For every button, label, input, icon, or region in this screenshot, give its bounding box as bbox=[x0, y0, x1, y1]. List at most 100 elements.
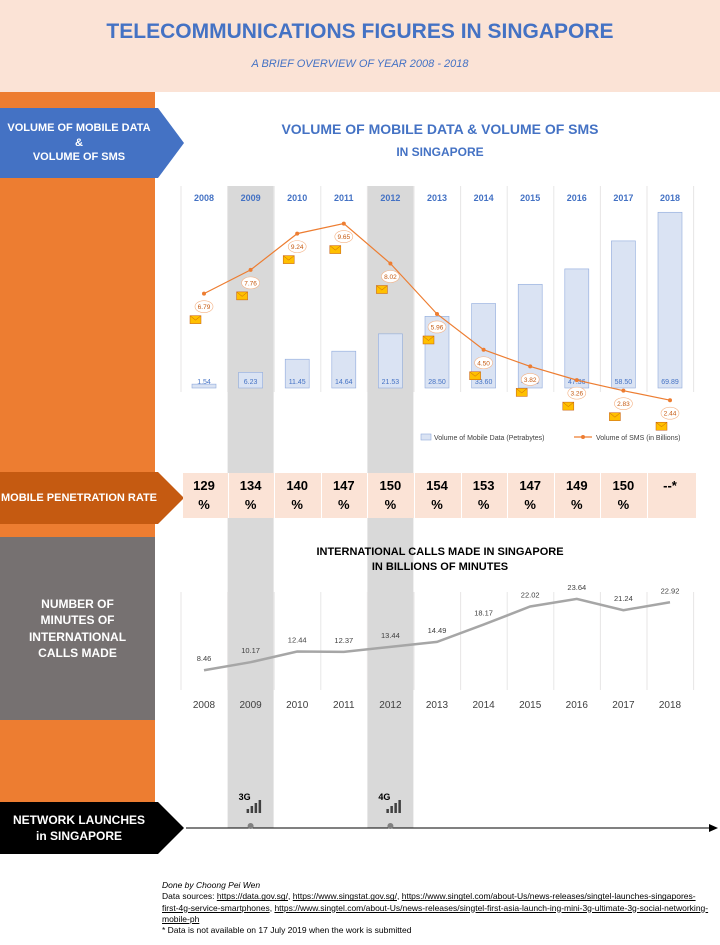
mobile-data-bar-2015 bbox=[517, 283, 543, 389]
network-label-arrow-icon bbox=[158, 802, 184, 854]
intl-calls-value-2008: 8.46 bbox=[197, 654, 212, 663]
mobile-year-label-2009: 2009 bbox=[241, 193, 261, 203]
intl-calls-value-2009: 10.17 bbox=[241, 646, 260, 655]
sms-point-2008 bbox=[202, 291, 206, 296]
penetration-unit: % bbox=[431, 496, 443, 512]
penetration-separator bbox=[460, 473, 462, 518]
header-banner: TELECOMMUNICATIONS FIGURES IN SINGAPORE … bbox=[0, 0, 720, 92]
section-label-penetration-text: MOBILE PENETRATION RATE bbox=[0, 491, 158, 504]
mobile-year-label-2008: 2008 bbox=[194, 193, 214, 203]
penetration-cell-2008: 129% bbox=[181, 473, 227, 518]
penetration-separator bbox=[274, 473, 276, 518]
penetration-unit: % bbox=[524, 496, 536, 512]
sms-label-bubble bbox=[614, 397, 633, 410]
mobile-year-label-2015: 2015 bbox=[520, 193, 540, 203]
source-link-singstat[interactable]: https://www.singstat.gov.sg/ bbox=[292, 891, 397, 902]
envelope-flap-icon bbox=[609, 412, 621, 418]
sms-badge-2008: 6.79 bbox=[189, 300, 214, 324]
penetration-separator bbox=[507, 473, 509, 518]
sms-point-2011 bbox=[341, 221, 346, 226]
intl-calls-line bbox=[203, 597, 671, 672]
penetration-separator bbox=[553, 473, 555, 518]
mobile-data-value-2009: 6.23 bbox=[244, 379, 258, 386]
signal-bars-icon bbox=[386, 809, 389, 813]
signal-bars-icon bbox=[390, 806, 393, 813]
timeline-arrow-icon bbox=[709, 824, 718, 832]
envelope-flap-icon bbox=[562, 401, 574, 407]
envelope-icon bbox=[376, 285, 388, 294]
credits-sources-prefix: Data sources: bbox=[162, 891, 217, 902]
sms-badge-2014: 4.50 bbox=[469, 356, 493, 380]
signal-bars-icon bbox=[394, 803, 397, 813]
intl-calls-value-2010: 12.44 bbox=[288, 636, 307, 645]
envelope-icon bbox=[469, 371, 481, 380]
penetration-cell-2016: 149% bbox=[554, 473, 600, 518]
sms-badge-2011: 9.65 bbox=[329, 230, 354, 254]
intl-calls-value-2014: 18.17 bbox=[474, 609, 493, 618]
penetration-value: 154 bbox=[426, 478, 448, 493]
mobile-year-label-2018: 2018 bbox=[660, 193, 680, 203]
mobile-data-label-arrow-icon bbox=[158, 108, 184, 178]
penetration-cell-2018: --* bbox=[647, 473, 693, 518]
intl-year-label-2014: 2014 bbox=[472, 700, 495, 711]
sms-badge-2012: 8.02 bbox=[376, 270, 400, 294]
penetration-unit: % bbox=[198, 496, 210, 512]
mobile-data-bar-2008 bbox=[191, 383, 217, 389]
penetration-unit: % bbox=[338, 496, 350, 512]
intl-calls-value-2017: 21.24 bbox=[614, 594, 633, 603]
mobile-data-value-2013: 28.50 bbox=[428, 379, 446, 386]
intl-year-label-2017: 2017 bbox=[612, 700, 635, 711]
penetration-value: 147 bbox=[332, 478, 355, 493]
credits: Done by Choong Pei Wen Data sources: htt… bbox=[162, 880, 712, 936]
network-launch-2012: 4G bbox=[378, 792, 401, 829]
mobile-data-bar-2012 bbox=[378, 333, 403, 389]
legend-swatch-mobile-data bbox=[420, 433, 432, 441]
penetration-table: 129% 134% 140% 147% 150% 154% 153% 147% 149% 150%… bbox=[183, 473, 696, 518]
legend-label-mobile-data: Volume of Mobile Data (Petrabytes) bbox=[434, 435, 545, 442]
envelope-icon bbox=[329, 245, 342, 254]
mobile-year-label-2010: 2010 bbox=[287, 193, 307, 203]
signal-bars-icon bbox=[246, 809, 250, 813]
envelope-icon bbox=[609, 412, 621, 421]
envelope-flap-icon bbox=[189, 315, 202, 321]
intl-year-label-2012: 2012 bbox=[379, 700, 402, 711]
penetration-value: 150 bbox=[612, 478, 635, 493]
source-link-singtel-4g[interactable]: https://www.singtel.com/about-Us/news-re… bbox=[162, 891, 696, 913]
legend-label-sms: Volume of SMS (in Billions) bbox=[596, 435, 680, 442]
penetration-unit: % bbox=[571, 496, 583, 512]
sms-point-2010 bbox=[295, 231, 300, 236]
intl-year-label-2016: 2016 bbox=[566, 700, 589, 711]
sms-label-bubble bbox=[241, 276, 260, 290]
intl-calls-value-2013: 14.49 bbox=[428, 626, 447, 635]
penetration-unit: % bbox=[384, 496, 397, 512]
source-link-data-gov[interactable]: https://data.gov.sg/ bbox=[216, 891, 289, 902]
envelope-icon bbox=[236, 291, 248, 301]
penetration-value: 149 bbox=[565, 478, 588, 493]
envelope-flap-icon bbox=[236, 291, 248, 297]
sms-point-2009 bbox=[248, 267, 253, 272]
envelope-flap-icon bbox=[516, 388, 528, 394]
intl-calls-value-2015: 22.02 bbox=[521, 591, 540, 600]
intl-calls-value-2016: 23.64 bbox=[567, 583, 586, 592]
sms-label-bubble bbox=[334, 230, 354, 243]
penetration-unit: % bbox=[477, 496, 490, 512]
source-link-singtel-3g[interactable]: https://www.singtel.com/about-Us/news-re… bbox=[162, 902, 709, 924]
penetration-cell-2014: 153% bbox=[461, 473, 507, 518]
penetration-unit: % bbox=[291, 496, 303, 512]
penetration-cell-2013: 154% bbox=[414, 473, 460, 518]
sms-badge-2010: 9.24 bbox=[282, 240, 307, 264]
penetration-value: 129 bbox=[193, 478, 215, 493]
intl-year-label-2008: 2008 bbox=[193, 700, 216, 711]
penetration-cell-2017: 150% bbox=[600, 473, 646, 518]
mobile-year-label-2013: 2013 bbox=[427, 193, 447, 203]
penetration-cell-2010: 140% bbox=[274, 473, 320, 518]
intl-calls-value-2012: 13.44 bbox=[381, 631, 400, 640]
sms-label-bubble bbox=[194, 300, 214, 313]
sms-value-2016: 3.26 bbox=[570, 391, 583, 398]
credits-note: * Data is not available on 17 July 2019 … bbox=[162, 925, 412, 936]
sms-value-2013: 5.96 bbox=[431, 324, 444, 331]
page-title: TELECOMMUNICATIONS FIGURES IN SINGAPORE bbox=[106, 20, 614, 43]
penetration-value: 134 bbox=[239, 478, 262, 493]
penetration-label-arrow-icon bbox=[158, 472, 184, 524]
penetration-cell-2009: 134% bbox=[228, 473, 274, 518]
